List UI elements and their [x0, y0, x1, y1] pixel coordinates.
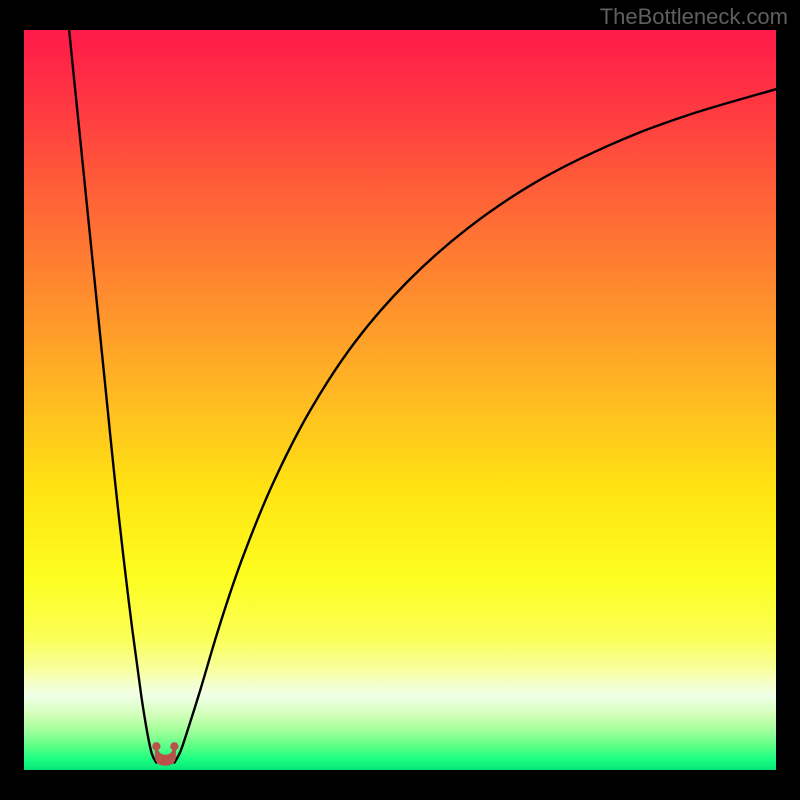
bottleneck-chart — [0, 0, 800, 800]
notch-dot — [170, 742, 178, 750]
watermark-text: TheBottleneck.com — [600, 4, 788, 30]
chart-stage: TheBottleneck.com — [0, 0, 800, 800]
notch-dot — [152, 742, 160, 750]
